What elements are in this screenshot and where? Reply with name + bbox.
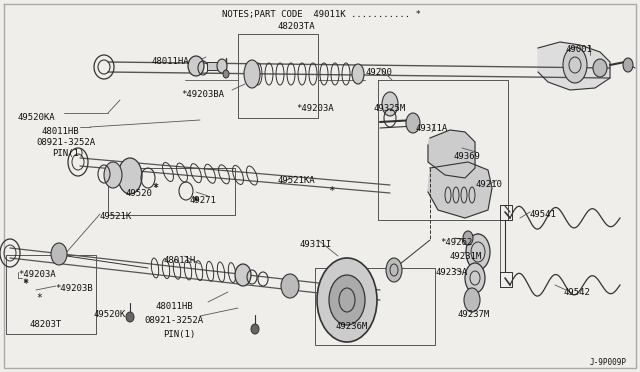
Text: *: *: [192, 196, 198, 206]
Text: NOTES;PART CODE  49011K ........... *: NOTES;PART CODE 49011K ........... *: [222, 10, 421, 19]
Ellipse shape: [382, 92, 398, 116]
Ellipse shape: [188, 56, 204, 76]
Text: 08921-3252A: 08921-3252A: [144, 316, 203, 325]
Ellipse shape: [126, 312, 134, 322]
Text: 49542: 49542: [564, 288, 591, 297]
Ellipse shape: [281, 274, 299, 298]
Text: 49233A: 49233A: [436, 268, 468, 277]
Ellipse shape: [51, 243, 67, 265]
Text: 48203TA: 48203TA: [278, 22, 316, 31]
Text: 48011HB: 48011HB: [155, 302, 193, 311]
Text: PIN(1): PIN(1): [163, 330, 195, 339]
Ellipse shape: [223, 70, 229, 78]
Ellipse shape: [244, 60, 260, 88]
Text: PIN(1): PIN(1): [52, 149, 84, 158]
Ellipse shape: [235, 264, 251, 286]
Text: 49520: 49520: [126, 189, 153, 198]
Polygon shape: [428, 130, 475, 178]
Ellipse shape: [463, 231, 473, 245]
Ellipse shape: [623, 58, 633, 72]
Text: 49231M: 49231M: [450, 252, 483, 261]
Text: *49262: *49262: [440, 238, 472, 247]
Text: *: *: [192, 197, 198, 207]
Text: *49203A: *49203A: [296, 104, 333, 113]
Text: 49311A: 49311A: [415, 124, 447, 133]
Text: 49325M: 49325M: [374, 104, 406, 113]
Ellipse shape: [104, 162, 122, 188]
Text: 49541: 49541: [530, 210, 557, 219]
Ellipse shape: [217, 59, 227, 73]
Text: 49237M: 49237M: [458, 310, 490, 319]
Text: 48011H: 48011H: [164, 256, 196, 265]
FancyBboxPatch shape: [207, 62, 217, 70]
Text: 49521KA: 49521KA: [278, 176, 316, 185]
Ellipse shape: [406, 113, 420, 133]
Ellipse shape: [466, 234, 490, 270]
Text: 49520K: 49520K: [94, 310, 126, 319]
Text: *: *: [328, 186, 334, 196]
Text: 49001: 49001: [565, 45, 592, 54]
Text: 49311I: 49311I: [300, 240, 332, 249]
Text: 49271: 49271: [190, 196, 217, 205]
Ellipse shape: [563, 47, 587, 83]
Text: *: *: [22, 278, 28, 288]
Ellipse shape: [352, 64, 364, 84]
Text: J-9P009P: J-9P009P: [590, 358, 627, 367]
Text: *: *: [36, 293, 42, 303]
Text: 49200: 49200: [366, 68, 393, 77]
Ellipse shape: [465, 263, 485, 293]
Ellipse shape: [593, 59, 607, 77]
Ellipse shape: [251, 324, 259, 334]
Text: *49203A: *49203A: [18, 270, 56, 279]
Text: 48203T: 48203T: [30, 320, 62, 329]
Ellipse shape: [464, 288, 480, 312]
Text: *49203BA: *49203BA: [181, 90, 224, 99]
Text: 49520KA: 49520KA: [18, 113, 56, 122]
Text: 49521K: 49521K: [100, 212, 132, 221]
Text: 48011HB: 48011HB: [42, 127, 79, 136]
Text: 49210: 49210: [476, 180, 503, 189]
Ellipse shape: [118, 158, 142, 194]
Text: *: *: [152, 183, 158, 193]
Polygon shape: [428, 162, 492, 218]
Ellipse shape: [317, 258, 377, 342]
Text: 08921-3252A: 08921-3252A: [36, 138, 95, 147]
Text: 49369: 49369: [454, 152, 481, 161]
Text: 49236M: 49236M: [335, 322, 367, 331]
Ellipse shape: [386, 258, 402, 282]
Polygon shape: [538, 42, 610, 90]
Text: *49203B: *49203B: [55, 284, 93, 293]
Ellipse shape: [329, 275, 365, 325]
Text: *: *: [152, 183, 158, 193]
Text: 48011HA: 48011HA: [152, 57, 189, 66]
Text: *: *: [22, 279, 28, 289]
